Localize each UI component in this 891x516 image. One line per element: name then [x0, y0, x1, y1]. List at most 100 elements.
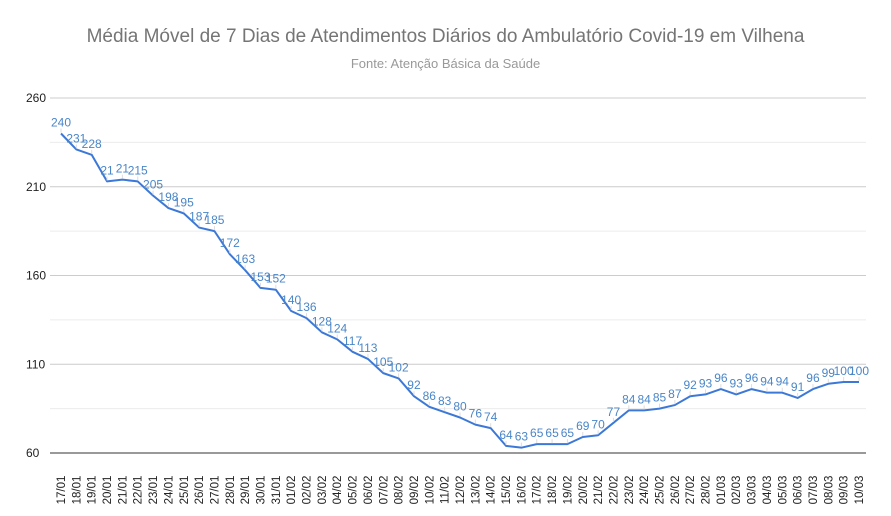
data-label: 65 [530, 426, 544, 440]
data-label: 163 [235, 252, 255, 266]
data-label: 63 [515, 430, 529, 444]
x-tick-label: 08/02 [394, 476, 406, 505]
x-tick-label: 08/03 [823, 476, 835, 505]
data-label: 84 [637, 392, 651, 406]
x-tick-label: 11/02 [440, 476, 452, 504]
x-tick-label: 01/03 [716, 476, 728, 505]
grid-layer [50, 97, 866, 454]
x-tick-label: 28/01 [225, 476, 237, 505]
data-label: 85 [653, 391, 667, 405]
x-tick-label: 25/02 [655, 476, 667, 505]
chart-title: Média Móvel de 7 Dias de Atendimentos Di… [86, 26, 805, 47]
x-tick-label: 27/01 [209, 476, 221, 505]
data-label: 93 [699, 376, 713, 390]
data-label: 96 [745, 371, 759, 385]
x-tick-label: 09/02 [409, 476, 421, 505]
x-tick-label: 07/03 [808, 476, 820, 505]
data-label: 205 [143, 178, 163, 192]
x-tick-label: 10/03 [854, 476, 866, 505]
x-tick-label: 02/03 [731, 476, 743, 505]
x-tick-label: 22/02 [608, 476, 620, 505]
data-label: 96 [714, 371, 728, 385]
data-label: 76 [469, 407, 483, 421]
y-tick-label: 110 [26, 357, 45, 371]
data-label: 113 [358, 341, 377, 355]
x-tick-label: 13/02 [470, 476, 482, 505]
x-tick-label: 05/03 [777, 476, 789, 505]
data-label: 140 [281, 293, 301, 307]
x-tick-label: 03/03 [747, 476, 759, 505]
data-label: 96 [806, 371, 820, 385]
data-label: 87 [668, 387, 682, 401]
x-tick-label: 27/02 [685, 476, 697, 505]
x-tick-label: 23/02 [624, 476, 636, 505]
x-tick-label: 06/03 [793, 476, 805, 505]
data-label: 93 [730, 376, 744, 390]
data-label: 231 [66, 131, 86, 145]
x-tick-label: 22/01 [133, 476, 145, 505]
x-tick-label: 06/02 [363, 476, 375, 505]
x-tick-label: 18/02 [547, 476, 559, 505]
y-axis-ticks: 60 110 160 210 260 [26, 91, 46, 460]
x-tick-label: 26/02 [670, 476, 682, 505]
x-tick-label: 21/01 [117, 476, 129, 505]
x-tick-label: 23/01 [148, 476, 160, 505]
chart-subtitle: Fonte: Atenção Básica da Saúde [350, 56, 541, 71]
x-tick-label: 21/02 [593, 476, 605, 505]
data-label: 21 [116, 162, 130, 176]
data-label: 80 [453, 400, 467, 414]
data-label: 70 [591, 417, 605, 431]
x-tick-label: 10/02 [424, 476, 436, 505]
data-label: 124 [327, 321, 347, 335]
x-tick-label: 07/02 [378, 476, 390, 505]
x-tick-label: 05/02 [348, 476, 360, 505]
data-label: 152 [266, 272, 286, 286]
x-tick-label: 25/01 [179, 476, 191, 505]
x-tick-label: 20/02 [578, 476, 590, 505]
data-label: 77 [607, 405, 621, 419]
x-tick-label: 19/02 [562, 476, 574, 505]
y-tick-label: 160 [26, 269, 46, 283]
x-tick-label: 12/02 [455, 476, 467, 505]
data-label: 105 [373, 355, 393, 369]
x-axis-ticks: 17/01 18/01 19/01 20/01 21/01 22/01 23/01 24/01… [56, 476, 866, 505]
data-label: 102 [389, 360, 409, 374]
data-label: 92 [407, 378, 421, 392]
data-label: 195 [174, 195, 194, 209]
series-line-layer [60, 128, 860, 449]
x-tick-label: 28/02 [701, 476, 713, 505]
data-label: 21 [100, 163, 114, 177]
data-label: 65 [545, 426, 559, 440]
x-tick-label: 04/03 [762, 476, 774, 505]
x-tick-label: 09/03 [839, 476, 851, 505]
data-label: 65 [561, 426, 575, 440]
x-tick-label: 02/02 [302, 476, 314, 505]
x-tick-label: 04/02 [332, 476, 344, 505]
x-tick-label: 15/02 [501, 476, 513, 505]
x-tick-label: 17/02 [532, 476, 544, 505]
data-label: 240 [51, 116, 71, 130]
y-tick-label: 210 [26, 180, 46, 194]
data-label: 100 [834, 364, 854, 378]
data-label: 198 [158, 190, 178, 204]
data-label: 74 [484, 410, 498, 424]
x-tick-label: 30/01 [256, 476, 268, 505]
data-label: 91 [791, 380, 805, 394]
x-tick-label: 24/02 [639, 476, 651, 505]
data-label: 99 [822, 366, 836, 380]
data-label: 64 [499, 428, 513, 442]
data-label: 94 [776, 375, 790, 389]
data-label: 84 [622, 392, 636, 406]
x-tick-label: 29/01 [240, 476, 252, 505]
data-label: 92 [684, 378, 698, 392]
x-tick-label: 19/01 [87, 476, 99, 505]
data-label: 94 [760, 375, 774, 389]
x-tick-label: 03/02 [317, 476, 329, 505]
data-label: 172 [220, 236, 240, 250]
data-label: 69 [576, 419, 590, 433]
x-tick-label: 31/01 [271, 476, 283, 505]
data-label: 153 [250, 270, 270, 284]
data-label: 86 [423, 389, 437, 403]
